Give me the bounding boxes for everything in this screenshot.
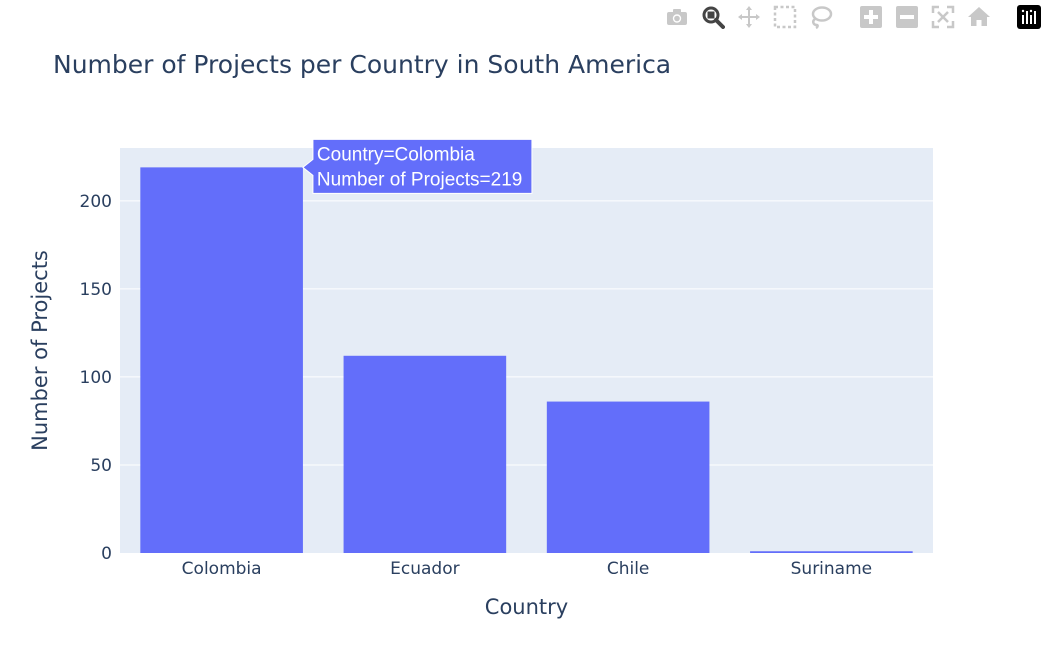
x-axis-ticks: Colombia Ecuador Chile Suriname bbox=[182, 559, 872, 579]
y-tick-label: 150 bbox=[80, 280, 112, 300]
box-select-icon bbox=[773, 5, 797, 29]
y-tick-label: 0 bbox=[101, 544, 112, 564]
chart-title: Number of Projects per Country in South … bbox=[53, 50, 671, 79]
box-select-button[interactable] bbox=[769, 4, 801, 30]
download-plot-button[interactable] bbox=[661, 4, 693, 30]
reset-axes-button[interactable] bbox=[963, 4, 995, 30]
zoom-in-button[interactable] bbox=[855, 4, 887, 30]
bar-ecuador[interactable] bbox=[343, 355, 507, 553]
zoom-in-icon bbox=[859, 5, 883, 29]
hover-line: Number of Projects=219 bbox=[317, 169, 522, 190]
autoscale-button[interactable] bbox=[927, 4, 959, 30]
autoscale-icon bbox=[931, 5, 955, 29]
x-tick-label: Ecuador bbox=[390, 559, 459, 579]
hover-tooltip: Country=Colombia Number of Projects=219 bbox=[302, 138, 533, 194]
pan-icon bbox=[737, 5, 761, 29]
modebar-toolbar bbox=[661, 4, 1045, 30]
zoom-out-icon bbox=[895, 5, 919, 29]
x-tick-label: Chile bbox=[607, 559, 650, 579]
x-tick-label: Suriname bbox=[791, 559, 873, 579]
bar-suriname[interactable] bbox=[750, 551, 913, 553]
y-tick-label: 100 bbox=[80, 368, 112, 388]
y-tick-label: 200 bbox=[80, 192, 112, 212]
y-axis-ticks: 0 50 100 150 200 bbox=[80, 192, 112, 564]
hover-line: Country=Colombia bbox=[317, 144, 475, 165]
pan-button[interactable] bbox=[733, 4, 765, 30]
x-axis-title: Country bbox=[485, 595, 568, 619]
lasso-icon bbox=[809, 5, 833, 29]
bar-chile[interactable] bbox=[546, 401, 710, 553]
bars bbox=[140, 167, 913, 553]
y-tick-label: 50 bbox=[90, 456, 112, 476]
plotly-logo-button[interactable] bbox=[1013, 4, 1045, 30]
plotly-logo-icon bbox=[1017, 5, 1041, 29]
zoom-button[interactable] bbox=[697, 4, 729, 30]
camera-icon bbox=[665, 5, 689, 29]
lasso-select-button[interactable] bbox=[805, 4, 837, 30]
y-axis-title: Number of Projects bbox=[28, 250, 52, 451]
zoom-icon bbox=[701, 5, 725, 29]
hover-box bbox=[302, 138, 533, 194]
home-icon bbox=[967, 5, 991, 29]
bar-colombia[interactable] bbox=[140, 167, 303, 553]
x-tick-label: Colombia bbox=[182, 559, 262, 579]
zoom-out-button[interactable] bbox=[891, 4, 923, 30]
